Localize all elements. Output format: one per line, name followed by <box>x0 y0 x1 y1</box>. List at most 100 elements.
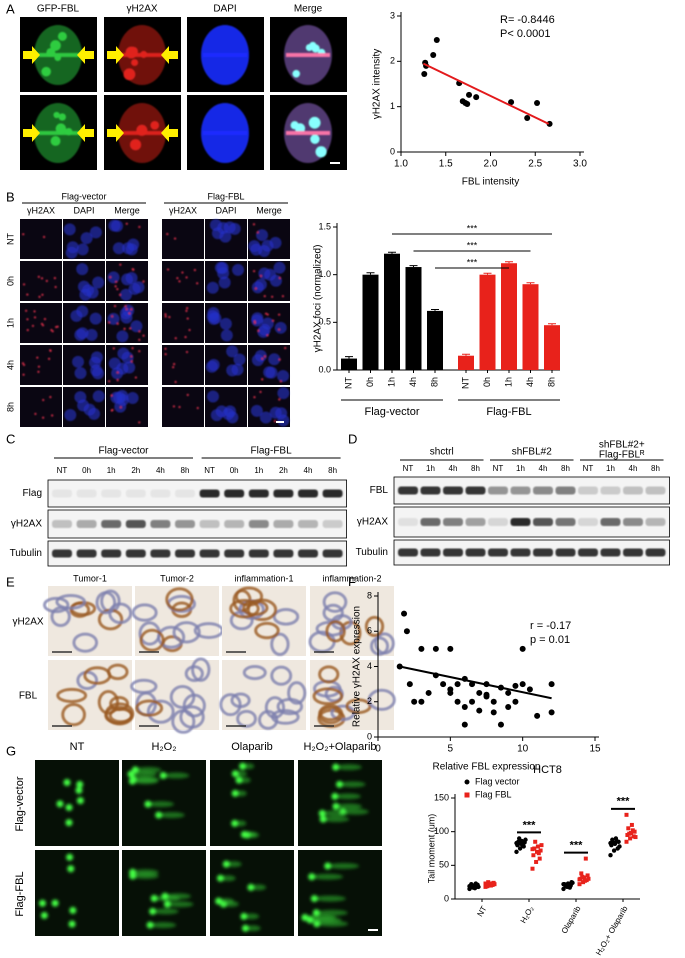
cells <box>209 219 241 243</box>
significance: *** <box>617 796 631 808</box>
comet-head <box>159 772 167 780</box>
x-tick-label: NT <box>460 377 470 389</box>
nucleolus <box>57 31 67 41</box>
comet-head <box>301 914 309 922</box>
band <box>125 489 146 498</box>
point <box>548 681 555 688</box>
nucleus <box>76 243 89 256</box>
comet-head <box>336 780 344 788</box>
x-tick-label: 1h <box>386 377 396 387</box>
significance: *** <box>523 819 537 831</box>
bar <box>384 253 400 370</box>
band <box>623 548 643 557</box>
focus <box>115 280 118 284</box>
x-tick-label: 4h <box>525 377 535 387</box>
nucleus <box>64 409 77 422</box>
focus <box>164 315 167 318</box>
comet-head <box>129 775 137 783</box>
gland <box>55 593 87 610</box>
nucleolus <box>305 44 313 51</box>
gland <box>172 621 201 644</box>
cells <box>248 223 282 258</box>
point <box>483 693 490 700</box>
focus <box>271 319 275 322</box>
band <box>273 549 294 558</box>
micrograph <box>162 261 204 301</box>
lane-label: NT <box>204 466 215 475</box>
comet-tail <box>314 895 346 902</box>
band <box>645 518 666 526</box>
comet-head <box>231 770 239 778</box>
focus <box>116 322 119 325</box>
gland <box>270 665 293 686</box>
lane-label: 4h <box>449 464 458 473</box>
cells <box>164 306 191 340</box>
band <box>443 518 463 526</box>
x-tick-label: 0h <box>482 377 492 387</box>
point <box>514 849 519 855</box>
focus <box>174 337 177 340</box>
nucleus <box>70 309 83 322</box>
focus <box>41 416 45 419</box>
point <box>505 704 512 711</box>
lane-label: 0h <box>82 466 91 475</box>
nucleolus <box>53 111 60 119</box>
point <box>546 120 553 127</box>
gland <box>234 586 264 607</box>
band <box>52 549 72 558</box>
focus <box>56 325 59 328</box>
comet-head <box>149 907 157 915</box>
comet-head <box>231 789 239 797</box>
nucleus <box>206 281 219 294</box>
point <box>489 882 494 887</box>
band <box>600 518 621 526</box>
nucleus <box>231 363 244 376</box>
point <box>461 704 468 711</box>
tissue <box>219 665 307 730</box>
focus <box>26 328 29 332</box>
point <box>517 846 523 851</box>
focus <box>116 379 119 382</box>
point <box>519 681 526 688</box>
focus <box>110 394 113 397</box>
cells <box>22 275 57 299</box>
band <box>101 520 122 528</box>
bar <box>427 310 443 370</box>
arrow <box>23 124 40 142</box>
band <box>488 518 508 526</box>
gland <box>106 663 129 681</box>
focus <box>138 330 141 333</box>
comet-tail <box>165 893 192 900</box>
cells <box>251 261 286 299</box>
nucleus <box>219 317 232 330</box>
nucleus <box>82 284 95 297</box>
damage-stripe <box>203 131 247 135</box>
damage-stripe <box>203 53 247 57</box>
focus <box>22 283 26 286</box>
lane-label: NT <box>493 464 504 473</box>
gland <box>131 603 158 622</box>
comet-image <box>35 760 119 846</box>
nucleolus <box>294 123 306 134</box>
comet-head <box>215 897 223 905</box>
focus <box>22 373 25 376</box>
group-label: Flag-vector <box>61 191 106 201</box>
gland <box>276 697 304 716</box>
annotation: p = 0.01 <box>530 634 570 646</box>
nucleus <box>92 390 105 403</box>
nucleus <box>201 103 249 163</box>
error-bar <box>505 261 513 264</box>
point <box>586 876 591 881</box>
nucleus <box>259 411 272 424</box>
point <box>523 837 528 842</box>
focus <box>164 313 167 316</box>
nucleus <box>277 370 290 383</box>
band <box>533 548 553 557</box>
group-label: Flag-vector <box>98 446 149 457</box>
lane-label: 2h <box>279 466 288 475</box>
significance: *** <box>467 240 478 250</box>
column-label: H₂O₂+Olaparib <box>303 741 376 753</box>
nucleolus <box>310 134 320 144</box>
focus <box>119 406 123 409</box>
point <box>440 681 447 688</box>
